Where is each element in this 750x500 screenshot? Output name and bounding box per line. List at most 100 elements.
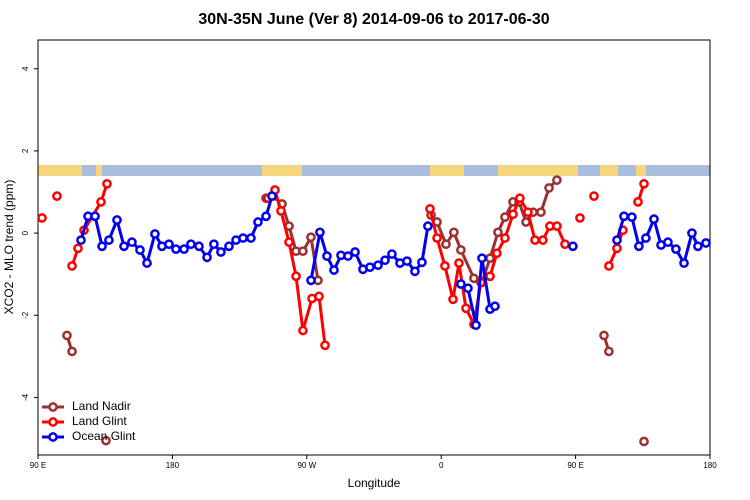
data-point [515, 193, 525, 204]
data-point [523, 207, 533, 218]
data-point [127, 237, 137, 248]
data-point [627, 212, 637, 222]
data-point [62, 330, 72, 341]
land-band [262, 165, 302, 176]
data-point [552, 175, 562, 185]
data-point [432, 233, 442, 243]
data-point [291, 271, 301, 282]
x-tick-label: 90 E [30, 461, 46, 470]
legend-label: Ocean Glint [72, 429, 136, 443]
data-point [322, 251, 332, 261]
data-point [97, 241, 107, 252]
data-point [461, 303, 471, 314]
y-tick-label: 0 [21, 230, 30, 235]
data-point [267, 191, 277, 201]
data-point [314, 291, 324, 302]
data-point [343, 251, 353, 261]
data-point [350, 247, 360, 257]
data-point [544, 183, 554, 193]
y-tick-label: -2 [21, 311, 30, 319]
legend-label: Land Nadir [72, 399, 131, 413]
x-tick-label: 90 E [567, 461, 583, 470]
data-point [634, 241, 644, 252]
data-point [701, 238, 711, 248]
data-point [202, 252, 212, 263]
data-point [253, 217, 263, 227]
data-point [463, 283, 473, 294]
x-tick-label: 180 [166, 461, 180, 470]
legend-marker [48, 432, 58, 442]
data-point [150, 229, 160, 239]
data-point [671, 244, 681, 254]
data-point [306, 275, 316, 286]
data-point [135, 245, 145, 255]
y-tick-label: 2 [21, 148, 30, 153]
data-point [142, 258, 152, 268]
data-point [604, 261, 614, 271]
data-point [490, 301, 500, 312]
y-tick-label: 4 [21, 66, 30, 71]
data-point [67, 346, 77, 357]
data-point [639, 178, 649, 189]
data-point [186, 239, 196, 250]
data-point [639, 436, 649, 447]
data-point [500, 233, 510, 243]
data-point [37, 213, 47, 223]
data-point [164, 239, 174, 250]
data-point [471, 320, 481, 331]
x-tick-label: 90 W [297, 461, 316, 470]
x-tick-label: 0 [439, 461, 444, 470]
data-point [441, 239, 451, 250]
data-point [104, 235, 114, 245]
data-point [238, 233, 248, 243]
data-point [448, 294, 458, 305]
land-ocean-band [38, 165, 710, 176]
data-point [641, 233, 651, 243]
data-point [315, 227, 325, 238]
land-band [38, 165, 82, 176]
data-point [90, 211, 100, 222]
data-point [365, 262, 375, 273]
data-point [679, 258, 689, 268]
data-point [320, 340, 330, 351]
data-point [276, 206, 286, 216]
x-tick-label: 180 [703, 461, 717, 470]
land-band [498, 165, 578, 176]
data-point [485, 253, 495, 264]
data-point [73, 243, 83, 254]
data-point [493, 227, 503, 238]
data-point [171, 244, 181, 254]
data-point [604, 346, 614, 357]
plot-frame [37, 39, 711, 456]
data-point [508, 209, 518, 220]
data-point [612, 235, 622, 245]
data-point [536, 207, 546, 218]
data-point [410, 266, 420, 277]
y-axis-label: XCO2 - MLO trend (ppm) [2, 180, 16, 315]
data-point [485, 271, 495, 282]
data-point [179, 244, 189, 254]
data-point [224, 241, 234, 252]
data-point [663, 237, 673, 248]
data-point [440, 261, 450, 271]
data-point [575, 213, 585, 223]
data-point [76, 235, 86, 245]
data-point [560, 239, 570, 250]
legend-marker [48, 402, 58, 412]
data-point [298, 325, 308, 336]
data-point [425, 204, 435, 214]
data-point [261, 211, 271, 222]
data-point [417, 257, 427, 268]
data-point [52, 191, 62, 201]
land-band [636, 165, 646, 176]
legend-label: Land Glint [72, 414, 127, 428]
data-point [112, 215, 122, 225]
data-point [298, 246, 308, 257]
data-point [387, 249, 397, 259]
data-point [194, 241, 204, 252]
y-tick-label: -4 [21, 393, 30, 401]
data-point [649, 214, 659, 224]
data-point [454, 258, 464, 268]
data-point [538, 235, 548, 245]
data-point [530, 235, 540, 245]
